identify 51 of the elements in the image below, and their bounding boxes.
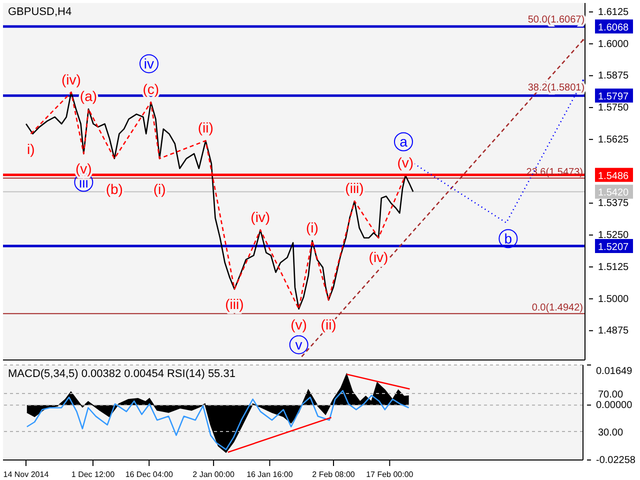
y-tick-label: 1.5250 bbox=[598, 230, 630, 242]
data-label: a bbox=[400, 134, 408, 150]
y-tick-label: 1.5125 bbox=[598, 262, 630, 273]
y-tick-label: 1.5625 bbox=[598, 134, 630, 146]
annotation: (i) bbox=[153, 181, 166, 198]
annotation: (v) bbox=[397, 154, 414, 170]
annotation: (i) bbox=[306, 220, 318, 236]
y-tick-label: 1.5797 bbox=[598, 92, 630, 103]
annotation: (ii) bbox=[198, 120, 214, 136]
y-tick-label: 1.5420 bbox=[598, 188, 630, 199]
chart-title: MACD(5,34,5) 0.00382 0.00454 RSI(14) 55.31 bbox=[8, 368, 236, 380]
y-tick-label: 1.6000 bbox=[598, 38, 630, 50]
annotation: (iv) bbox=[250, 208, 270, 225]
annotation: (ii) bbox=[320, 316, 336, 333]
y-tick-label: 1.5486 bbox=[598, 170, 630, 182]
chart-title: GBPUSD,H4 bbox=[8, 6, 72, 18]
y-tick-label: 1.5207 bbox=[598, 242, 630, 254]
data-label: b bbox=[504, 230, 512, 247]
y2-tick-label: 30.00 bbox=[598, 428, 624, 438]
x-tick-label: 1 Dec 12:00 bbox=[71, 470, 116, 479]
x-tick-label: 2 Jan 00:00 bbox=[192, 470, 236, 479]
x-tick-label: 14 Nov 2014 bbox=[3, 470, 50, 479]
y-tick-label: 1.5375 bbox=[598, 198, 630, 210]
x-tick-label: 17 Feb 00:00 bbox=[366, 470, 414, 479]
x-tick-label: 16 Dec 04:00 bbox=[125, 470, 174, 479]
y-tick-label: 1.4875 bbox=[598, 326, 630, 337]
y-tick-label: 1.6125 bbox=[598, 6, 630, 18]
ref-line-label: 0.0(1.4942) bbox=[532, 302, 583, 314]
annotation: i) bbox=[26, 140, 35, 157]
y2-tick-label: 70.00 bbox=[598, 390, 624, 400]
y-tick-label: 0.01649 bbox=[596, 366, 633, 377]
annotation: (iii) bbox=[345, 180, 364, 196]
y-tick-label: 1.5875 bbox=[598, 70, 630, 82]
annotation: (iv) bbox=[368, 249, 388, 266]
line-series bbox=[26, 390, 410, 450]
y-tick-label: 1.5000 bbox=[598, 294, 630, 305]
y-tick-label: 0.00000 bbox=[596, 400, 633, 412]
x-tick-label: 16 Jan 16:00 bbox=[246, 470, 294, 479]
annotation: 50.0(1.6067) bbox=[528, 14, 585, 26]
annotation: (b) bbox=[106, 181, 123, 198]
annotation: (v) bbox=[76, 160, 92, 177]
x-tick-label: 2 Feb 08:00 bbox=[312, 470, 356, 479]
annotation: (iv) bbox=[61, 71, 81, 88]
annotation: (c) bbox=[142, 81, 160, 98]
data-label: v bbox=[295, 336, 302, 353]
annotation: (v) bbox=[290, 316, 307, 333]
y-tick-label: -0.02258 bbox=[596, 455, 636, 466]
data-label: iv bbox=[144, 56, 154, 72]
annotation: (iii) bbox=[225, 296, 244, 312]
y-tick-label: 1.6068 bbox=[598, 22, 630, 34]
y-tick-label: 1.5750 bbox=[598, 102, 630, 114]
